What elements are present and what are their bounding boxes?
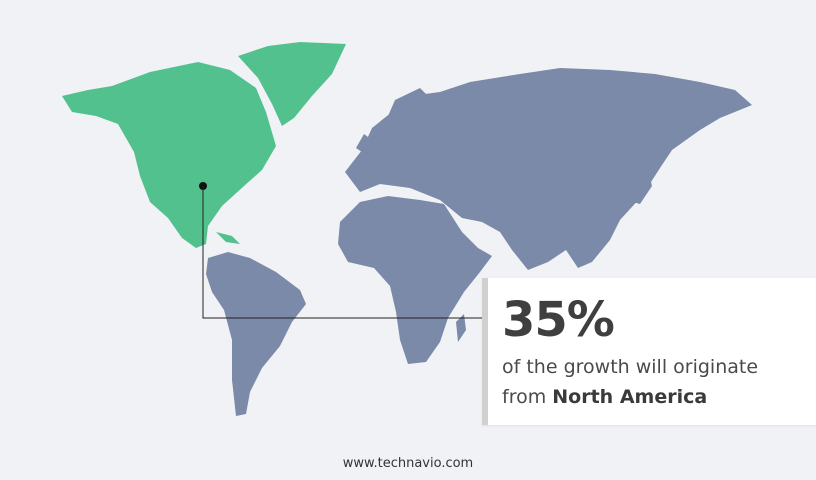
uk — [356, 134, 372, 156]
africa — [338, 196, 492, 364]
callout-region: North America — [552, 386, 708, 408]
growth-percentage: 35% — [502, 292, 615, 348]
scandinavia — [382, 88, 432, 135]
south-america — [206, 252, 306, 416]
north-america-region — [62, 42, 346, 248]
connector-line — [202, 186, 482, 319]
eurasia — [345, 68, 752, 270]
caribbean — [216, 232, 240, 244]
stat-callout: 35% of the growth will originate from No… — [482, 278, 816, 425]
footer-website: www.technavio.com — [342, 456, 474, 471]
callout-prefix: from — [502, 386, 547, 408]
madagascar — [456, 314, 466, 342]
japan — [626, 170, 652, 204]
callout-region-line: from North America — [502, 386, 707, 408]
callout-text: of the growth will originate — [502, 356, 759, 378]
north-america — [62, 62, 276, 248]
greenland — [238, 42, 346, 126]
